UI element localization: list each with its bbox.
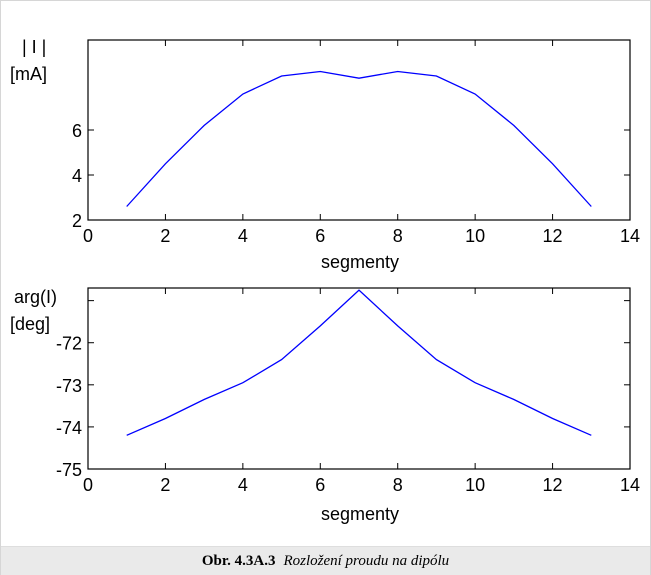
y-axis-label-line1: | I |	[22, 37, 46, 57]
y-tick-label: -75	[56, 460, 82, 480]
series-line-current-magnitude	[126, 70, 592, 207]
y-tick-label: 6	[72, 121, 82, 141]
x-tick-label: 10	[465, 475, 485, 495]
x-axis-label: segmenty	[321, 252, 399, 272]
x-tick-label: 4	[238, 226, 248, 246]
x-tick-labels: 0 2 4 6 8 10 12 14	[83, 226, 640, 246]
x-tick-label: 14	[620, 475, 640, 495]
y-tick-label: -73	[56, 376, 82, 396]
tick-marks	[87, 40, 631, 221]
x-axis-label: segmenty	[321, 504, 399, 524]
y-tick-label: 4	[72, 166, 82, 186]
x-tick-label: 8	[393, 475, 403, 495]
plot-area-frame	[87, 39, 631, 221]
x-tick-label: 4	[238, 475, 248, 495]
tick-marks	[87, 288, 631, 470]
y-tick-label: -72	[56, 334, 82, 354]
figure-caption: Obr. 4.3A.3 Rozložení proudu na dipólu	[1, 546, 650, 575]
x-tick-label: 12	[543, 226, 563, 246]
current-magnitude-chart: 0 2 4 6 8 10 12 14 246 segmenty | I | [mA]	[10, 37, 640, 272]
plot-area-frame	[87, 287, 631, 470]
x-tick-label: 2	[160, 226, 170, 246]
caption-label: Obr. 4.3A.3	[201, 552, 276, 569]
x-tick-label: 14	[620, 226, 640, 246]
x-tick-label: 8	[393, 226, 403, 246]
y-axis-label-line2: [deg]	[10, 314, 50, 334]
x-tick-label: 6	[315, 226, 325, 246]
caption-text: Rozložení proudu na dipólu	[283, 552, 450, 569]
y-axis-label-line2: [mA]	[10, 64, 47, 84]
x-tick-label: 0	[83, 475, 93, 495]
y-axis-label-line1: arg(I)	[14, 287, 57, 307]
x-tick-label: 10	[465, 226, 485, 246]
x-tick-label: 6	[315, 475, 325, 495]
series-line-current-phase	[126, 289, 592, 436]
y-tick-label: -74	[56, 418, 82, 438]
x-tick-label: 12	[543, 475, 563, 495]
x-tick-label: 0	[83, 226, 93, 246]
y-tick-label: 2	[72, 211, 82, 231]
x-tick-labels: 0 2 4 6 8 10 12 14	[83, 475, 640, 495]
x-tick-label: 2	[160, 475, 170, 495]
current-phase-chart: 0 2 4 6 8 10 12 14 -75 -74 -73 -72 segmenty arg(I)…	[10, 287, 640, 524]
y-tick-labels: -75 -74 -73 -72	[56, 334, 82, 480]
y-tick-labels: 2 4 6	[72, 121, 82, 231]
